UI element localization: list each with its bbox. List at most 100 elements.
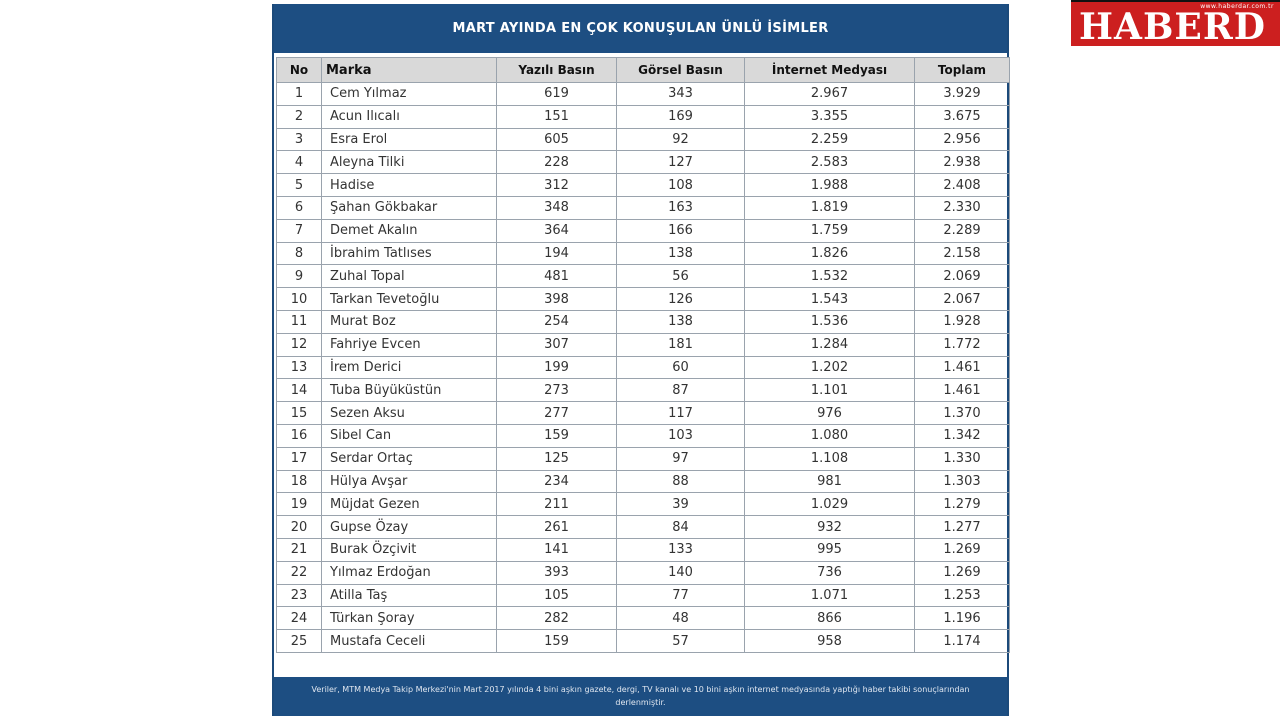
table-footnote: Veriler, MTM Medya Takip Merkezi'nin Mar… <box>274 677 1007 716</box>
cell-internet-medyasi: 1.108 <box>744 446 915 471</box>
table-row: 20 Gupse Özay 261 84 932 1.277 <box>276 515 1010 539</box>
cell-no: 2 <box>276 104 322 129</box>
cell-no: 23 <box>276 583 322 608</box>
table-row: 16 Sibel Can 159 103 1.080 1.342 <box>276 423 1010 448</box>
cell-toplam: 2.408 <box>914 173 1010 197</box>
haberdar-logo[interactable]: www.haberdar.com.tr HABERD <box>1071 0 1280 46</box>
cell-no: 14 <box>276 378 322 403</box>
cell-yazili-basin: 141 <box>496 537 617 562</box>
cell-marka: Gupse Özay <box>321 515 497 539</box>
table-row: 7 Demet Akalın 364 166 1.759 2.289 <box>276 218 1010 243</box>
cell-no: 12 <box>276 332 322 357</box>
cell-toplam: 1.370 <box>914 401 1010 425</box>
cell-internet-medyasi: 866 <box>744 606 915 631</box>
cell-no: 7 <box>276 218 322 243</box>
cell-toplam: 1.174 <box>914 629 1010 653</box>
cell-marka: Tarkan Tevetoğlu <box>321 287 497 311</box>
cell-no: 4 <box>276 150 322 175</box>
logo-url: www.haberdar.com.tr <box>1200 3 1274 10</box>
cell-internet-medyasi: 1.543 <box>744 287 915 311</box>
cell-yazili-basin: 277 <box>496 401 617 425</box>
table-row: 25 Mustafa Ceceli 159 57 958 1.174 <box>276 629 1010 653</box>
cell-marka: Fahriye Evcen <box>321 332 497 357</box>
table-header: No Marka Yazılı Basın Görsel Basın İnter… <box>276 57 1010 83</box>
cell-marka: Mustafa Ceceli <box>321 629 497 653</box>
cell-gorsel-basin: 127 <box>616 150 745 175</box>
cell-toplam: 1.330 <box>914 446 1010 471</box>
cell-gorsel-basin: 57 <box>616 629 745 653</box>
table-header-row: No Marka Yazılı Basın Görsel Basın İnter… <box>276 57 1010 83</box>
cell-internet-medyasi: 1.826 <box>744 241 915 266</box>
cell-yazili-basin: 273 <box>496 378 617 403</box>
cell-marka: Cem Yılmaz <box>321 82 497 106</box>
cell-marka: Aleyna Tilki <box>321 150 497 175</box>
cell-marka: İrem Derici <box>321 355 497 380</box>
table-row: 6 Şahan Gökbakar 348 163 1.819 2.330 <box>276 195 1010 220</box>
cell-no: 11 <box>276 309 322 334</box>
cell-marka: Türkan Şoray <box>321 606 497 631</box>
cell-no: 19 <box>276 492 322 517</box>
cell-gorsel-basin: 97 <box>616 446 745 471</box>
cell-internet-medyasi: 3.355 <box>744 104 915 129</box>
cell-gorsel-basin: 108 <box>616 173 745 197</box>
cell-yazili-basin: 282 <box>496 606 617 631</box>
cell-yazili-basin: 159 <box>496 423 617 448</box>
cell-no: 3 <box>276 127 322 152</box>
cell-gorsel-basin: 138 <box>616 309 745 334</box>
cell-toplam: 3.929 <box>914 82 1010 106</box>
cell-marka: Burak Özçivit <box>321 537 497 562</box>
cell-no: 5 <box>276 173 322 197</box>
column-header-toplam: Toplam <box>914 57 1010 83</box>
cell-marka: Sibel Can <box>321 423 497 448</box>
table-row: 18 Hülya Avşar 234 88 981 1.303 <box>276 469 1010 494</box>
ranking-table-card: MART AYINDA EN ÇOK KONUŞULAN ÜNLÜ İSİMLE… <box>272 4 1010 716</box>
table-row: 5 Hadise 312 108 1.988 2.408 <box>276 173 1010 197</box>
table-row: 12 Fahriye Evcen 307 181 1.284 1.772 <box>276 332 1010 357</box>
cell-marka: Hülya Avşar <box>321 469 497 494</box>
table-row: 11 Murat Boz 254 138 1.536 1.928 <box>276 309 1010 334</box>
cell-gorsel-basin: 92 <box>616 127 745 152</box>
cell-gorsel-basin: 126 <box>616 287 745 311</box>
cell-internet-medyasi: 1.101 <box>744 378 915 403</box>
cell-marka: Şahan Gökbakar <box>321 195 497 220</box>
cell-gorsel-basin: 48 <box>616 606 745 631</box>
cell-yazili-basin: 364 <box>496 218 617 243</box>
cell-yazili-basin: 398 <box>496 287 617 311</box>
table-row: 15 Sezen Aksu 277 117 976 1.370 <box>276 401 1010 425</box>
column-header-internet-medyasi: İnternet Medyası <box>744 57 915 83</box>
cell-toplam: 1.928 <box>914 309 1010 334</box>
cell-yazili-basin: 619 <box>496 82 617 106</box>
cell-no: 16 <box>276 423 322 448</box>
cell-gorsel-basin: 163 <box>616 195 745 220</box>
cell-gorsel-basin: 103 <box>616 423 745 448</box>
cell-marka: Müjdat Gezen <box>321 492 497 517</box>
cell-internet-medyasi: 958 <box>744 629 915 653</box>
cell-marka: İbrahim Tatlıses <box>321 241 497 266</box>
cell-yazili-basin: 254 <box>496 309 617 334</box>
cell-no: 22 <box>276 560 322 585</box>
cell-no: 18 <box>276 469 322 494</box>
cell-yazili-basin: 234 <box>496 469 617 494</box>
table-body: 1 Cem Yılmaz 619 343 2.967 3.929 2 Acun Ilıcalı… <box>276 82 1010 653</box>
cell-marka: Zuhal Topal <box>321 264 497 289</box>
cell-toplam: 1.279 <box>914 492 1010 517</box>
cell-toplam: 2.069 <box>914 264 1010 289</box>
cell-marka: Acun Ilıcalı <box>321 104 497 129</box>
cell-internet-medyasi: 1.532 <box>744 264 915 289</box>
cell-internet-medyasi: 736 <box>744 560 915 585</box>
table-row: 24 Türkan Şoray 282 48 866 1.196 <box>276 606 1010 631</box>
cell-gorsel-basin: 181 <box>616 332 745 357</box>
cell-yazili-basin: 199 <box>496 355 617 380</box>
cell-gorsel-basin: 140 <box>616 560 745 585</box>
cell-gorsel-basin: 87 <box>616 378 745 403</box>
cell-gorsel-basin: 88 <box>616 469 745 494</box>
table-title: MART AYINDA EN ÇOK KONUŞULAN ÜNLÜ İSİMLE… <box>274 4 1007 53</box>
cell-toplam: 1.303 <box>914 469 1010 494</box>
cell-toplam: 1.461 <box>914 355 1010 380</box>
cell-marka: Hadise <box>321 173 497 197</box>
cell-internet-medyasi: 1.819 <box>744 195 915 220</box>
cell-no: 15 <box>276 401 322 425</box>
cell-gorsel-basin: 166 <box>616 218 745 243</box>
column-header-marka: Marka <box>321 57 497 83</box>
cell-no: 1 <box>276 82 322 106</box>
